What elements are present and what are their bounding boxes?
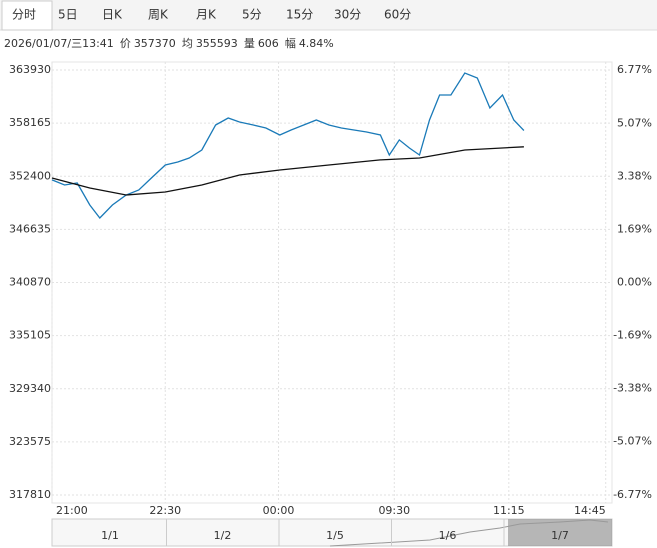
y-tick-label: 346635 bbox=[9, 222, 51, 235]
tab[interactable]: 分时 bbox=[12, 8, 36, 22]
navigator-label: 1/1 bbox=[101, 529, 119, 542]
tab-bar bbox=[0, 0, 657, 30]
tab[interactable]: 30分 bbox=[334, 8, 361, 22]
tab-selected-box bbox=[1, 0, 53, 31]
y2-tick-label: -6.77% bbox=[613, 488, 652, 501]
info-label: 幅 bbox=[285, 37, 296, 50]
info-label: 量 bbox=[244, 37, 255, 50]
x-tick-label: 14:45 bbox=[574, 504, 606, 517]
y2-tick-label: 5.07% bbox=[617, 116, 652, 129]
y2-tick-label: 1.69% bbox=[617, 222, 652, 235]
y-tick-label: 352400 bbox=[9, 169, 51, 182]
tab[interactable]: 5分 bbox=[242, 8, 262, 22]
tab[interactable]: 月K bbox=[196, 8, 217, 22]
price-line bbox=[51, 146, 524, 196]
y2-tick-label: 0.00% bbox=[617, 276, 652, 289]
tab[interactable]: 60分 bbox=[384, 8, 411, 22]
y2-tick-label: 3.38% bbox=[617, 169, 652, 182]
info-value: 357370 bbox=[134, 37, 176, 50]
navigator-sparkline bbox=[329, 519, 609, 547]
y-tick-label: 363930 bbox=[9, 63, 51, 76]
x-tick-label: 09:30 bbox=[378, 504, 410, 517]
price-line bbox=[51, 72, 525, 219]
info-datetime: 2026/01/07/三13:41 bbox=[4, 37, 114, 50]
y-tick-label: 317810 bbox=[9, 488, 51, 501]
y2-tick-label: -5.07% bbox=[613, 435, 652, 448]
tabs: 分时 5日 日K 周K 月K 5分 15分 30分 60分 bbox=[1, 0, 411, 31]
tab[interactable]: 15分 bbox=[286, 8, 313, 22]
tab[interactable]: 5日 bbox=[58, 8, 78, 22]
info-value: 4.84% bbox=[299, 37, 334, 50]
y-tick-label: 323575 bbox=[9, 435, 51, 448]
info-value: 355593 bbox=[196, 37, 238, 50]
navigator-label: 1/2 bbox=[214, 529, 232, 542]
tab[interactable]: 日K bbox=[102, 8, 123, 22]
navigator: 1/1 1/2 1/5 1/6 1/7 bbox=[51, 518, 613, 547]
navigator-label: 1/6 bbox=[439, 529, 457, 542]
y-tick-label: 335105 bbox=[9, 329, 51, 342]
y2-tick-label: 6.77% bbox=[617, 63, 652, 76]
navigator-label: 1/5 bbox=[326, 529, 344, 542]
y-tick-label: 329340 bbox=[9, 382, 51, 395]
info-line: 2026/01/07/三13:41 价 357370 均 355593 量 606 幅 4.84… bbox=[4, 37, 334, 50]
x-tick-label: 11:15 bbox=[493, 504, 525, 517]
x-tick-label: 22:30 bbox=[149, 504, 181, 517]
info-value: 606 bbox=[258, 37, 279, 50]
info-label: 价 bbox=[120, 37, 131, 50]
info-label: 均 bbox=[182, 37, 193, 50]
y-tick-label: 358165 bbox=[9, 116, 51, 129]
navigator-label: 1/7 bbox=[551, 529, 569, 542]
tab[interactable]: 周K bbox=[148, 8, 169, 22]
plot: 363930 358165 352400 346635 340870 335105 3293… bbox=[9, 61, 652, 517]
y2-tick-label: -1.69% bbox=[613, 329, 652, 342]
x-tick-label: 21:00 bbox=[56, 504, 88, 517]
y-tick-label: 340870 bbox=[9, 276, 51, 289]
x-tick-label: 00:00 bbox=[263, 504, 295, 517]
y2-tick-label: -3.38% bbox=[613, 382, 652, 395]
